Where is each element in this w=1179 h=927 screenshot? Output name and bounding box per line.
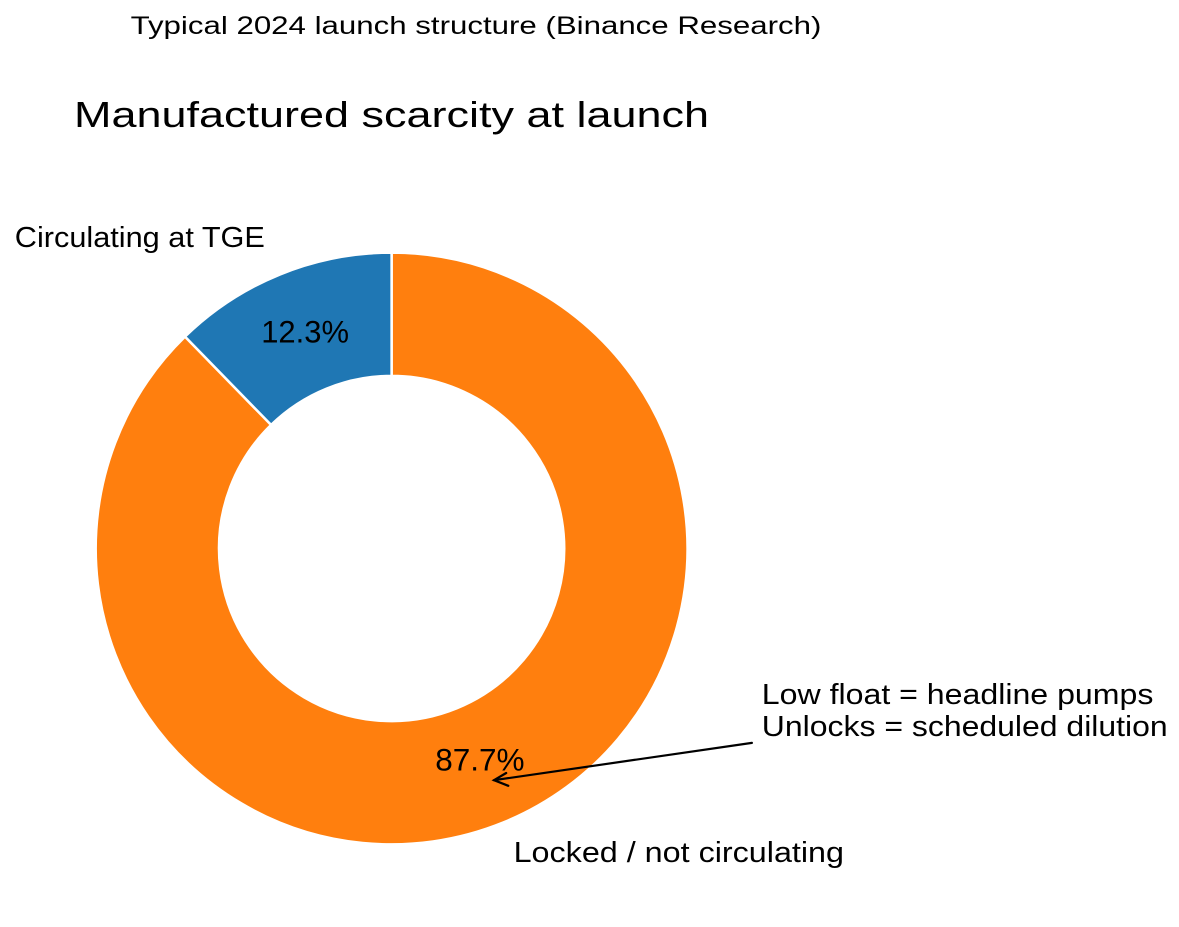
svg-text:Locked / not circulating: Locked / not circulating <box>514 837 844 869</box>
svg-text:Low float = headline pumps: Low float = headline pumps <box>762 679 1154 711</box>
svg-text:12.3%: 12.3% <box>261 313 349 349</box>
svg-text:Typical 2024 launch structure: Typical 2024 launch structure (Binance R… <box>131 12 822 40</box>
svg-text:Circulating at TGE: Circulating at TGE <box>15 222 265 254</box>
svg-text:87.7%: 87.7% <box>435 741 524 777</box>
svg-text:Unlocks = scheduled dilution: Unlocks = scheduled dilution <box>762 711 1168 743</box>
svg-text:Manufactured scarcity at launc: Manufactured scarcity at launch <box>74 94 709 135</box>
